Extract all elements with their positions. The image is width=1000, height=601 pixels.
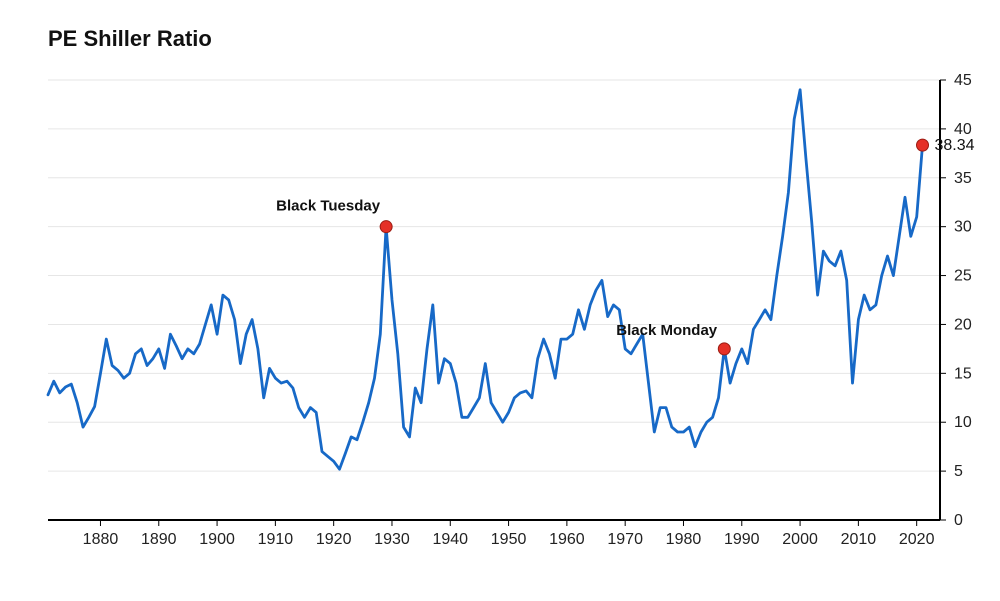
x-tick-label: 1940 [432,531,468,548]
y-tick-label: 25 [954,268,972,285]
x-tick-label: 2010 [841,531,877,548]
y-tick-label: 0 [954,512,963,529]
annotation-marker [718,343,730,355]
chart-svg: 1880 1890 1900 1910 1920 1930 1940 1950 1960 1970… [0,0,1000,601]
y-tick-label: 15 [954,365,972,382]
x-tick-label: 1970 [607,531,643,548]
x-tick-label: 1980 [666,531,702,548]
x-tick-label: 1890 [141,531,177,548]
chart-title: PE Shiller Ratio [48,26,212,52]
x-tick-label: 1880 [83,531,119,548]
y-tick-label: 40 [954,121,972,138]
y-tick-label: 30 [954,219,972,236]
x-tick-label: 2020 [899,531,935,548]
end-point-label: 38.34 [935,137,975,154]
x-tick-label: 1990 [724,531,760,548]
x-tick-label: 1930 [374,531,410,548]
annotation-marker [380,221,392,233]
y-tick-label: 10 [954,414,972,431]
y-tick-label: 35 [954,170,972,187]
end-point-marker [917,139,929,151]
x-tick-label: 1910 [258,531,294,548]
y-tick-label: 20 [954,316,972,333]
annotation-label: Black Tuesday [276,198,381,215]
x-tick-label: 1960 [549,531,585,548]
chart-container: PE Shiller Ratio 1880 1890 1900 1910 1920 193… [0,0,1000,601]
y-tick-label: 5 [954,463,963,480]
annotation-label: Black Monday [616,322,718,339]
x-tick-label: 2000 [782,531,818,548]
x-tick-label: 1920 [316,531,352,548]
x-tick-label: 1900 [199,531,235,548]
y-tick-label: 45 [954,72,972,89]
x-tick-label: 1950 [491,531,527,548]
